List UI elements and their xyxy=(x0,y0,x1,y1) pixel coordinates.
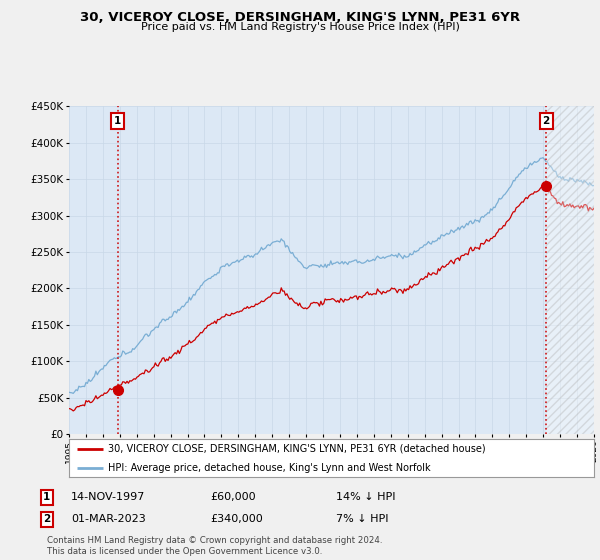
Text: 30, VICEROY CLOSE, DERSINGHAM, KING'S LYNN, PE31 6YR (detached house): 30, VICEROY CLOSE, DERSINGHAM, KING'S LY… xyxy=(109,444,486,454)
Text: 1: 1 xyxy=(43,492,50,502)
Text: HPI: Average price, detached house, King's Lynn and West Norfolk: HPI: Average price, detached house, King… xyxy=(109,463,431,473)
Text: 14% ↓ HPI: 14% ↓ HPI xyxy=(336,492,395,502)
Text: £340,000: £340,000 xyxy=(210,514,263,524)
Bar xyxy=(546,106,594,434)
Text: 1: 1 xyxy=(114,116,121,126)
Text: 30, VICEROY CLOSE, DERSINGHAM, KING'S LYNN, PE31 6YR: 30, VICEROY CLOSE, DERSINGHAM, KING'S LY… xyxy=(80,11,520,24)
Text: 14-NOV-1997: 14-NOV-1997 xyxy=(71,492,145,502)
Text: £60,000: £60,000 xyxy=(210,492,256,502)
Text: 2: 2 xyxy=(542,116,550,126)
Text: 2: 2 xyxy=(43,514,50,524)
Text: Price paid vs. HM Land Registry's House Price Index (HPI): Price paid vs. HM Land Registry's House … xyxy=(140,22,460,32)
Text: 7% ↓ HPI: 7% ↓ HPI xyxy=(336,514,389,524)
Text: 01-MAR-2023: 01-MAR-2023 xyxy=(71,514,146,524)
Text: Contains HM Land Registry data © Crown copyright and database right 2024.
This d: Contains HM Land Registry data © Crown c… xyxy=(47,536,382,556)
